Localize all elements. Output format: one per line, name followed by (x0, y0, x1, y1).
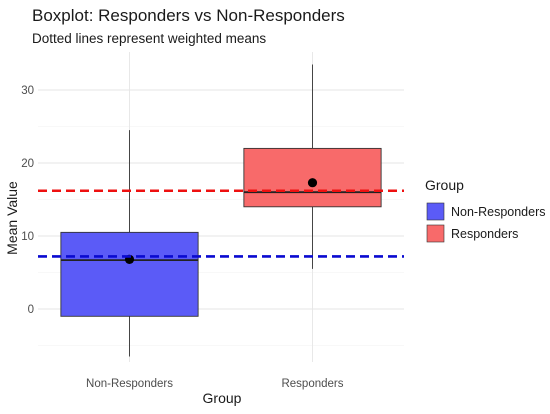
chart-title: Boxplot: Responders vs Non-Responders (32, 6, 345, 25)
box-iqr (60, 231, 199, 317)
y-axis-title: Mean Value (4, 181, 20, 255)
legend-label: Responders (451, 227, 518, 241)
legend-swatch (426, 202, 445, 221)
x-axis-title: Group (203, 390, 242, 406)
legend: Group Non-Responders Responders (425, 177, 546, 243)
box-iqr (243, 147, 382, 208)
y-tick-label: 20 (21, 158, 34, 170)
mean-point (307, 178, 318, 188)
x-tick-labels: Non-Responders Responders (86, 378, 344, 390)
y-tick-labels: 0 10 20 30 (21, 85, 34, 316)
boxes (60, 64, 382, 357)
x-tick-label: Responders (281, 378, 343, 390)
y-tick-label: 0 (28, 304, 34, 316)
legend-label: Non-Responders (451, 205, 546, 219)
legend-swatch (426, 224, 445, 243)
chart-subtitle: Dotted lines represent weighted means (32, 31, 266, 46)
y-tick-label: 10 (21, 231, 34, 243)
weighted-mean-lines (38, 189, 404, 258)
box-responders (243, 64, 382, 269)
y-tick-label: 30 (21, 85, 34, 97)
legend-title: Group (425, 177, 464, 193)
x-tick-label: Non-Responders (86, 378, 173, 390)
box-non-responders (60, 130, 199, 357)
